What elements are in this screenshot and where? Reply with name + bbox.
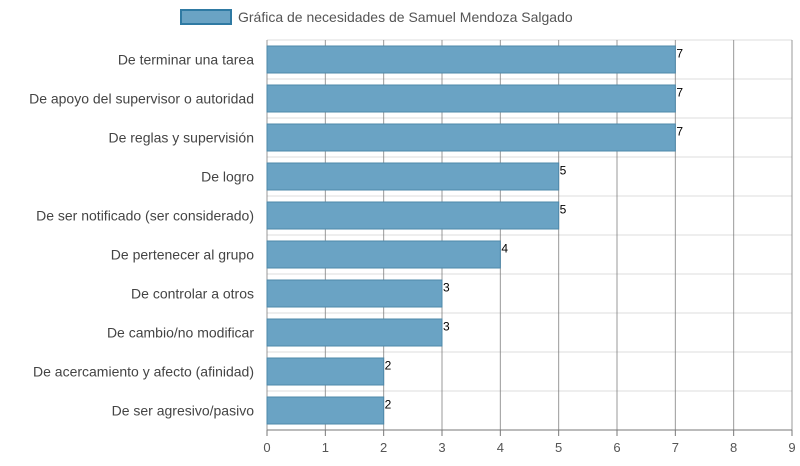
bar: [266, 201, 560, 230]
data-label: 3: [443, 281, 450, 295]
bar: [266, 318, 443, 347]
category-label: De controlar a otros: [131, 286, 254, 302]
legend-swatch: [180, 9, 232, 25]
bar: [266, 240, 501, 269]
x-tick-label: 7: [672, 440, 679, 455]
category-label: De cambio/no modificar: [107, 325, 254, 341]
category-label: De ser notificado (ser considerado): [36, 208, 254, 224]
data-label: 4: [501, 242, 508, 256]
category-label: De ser agresivo/pasivo: [112, 403, 255, 419]
data-label: 5: [560, 203, 567, 217]
category-label: De terminar una tarea: [118, 52, 254, 68]
x-tick-label: 6: [613, 440, 620, 455]
bar: [266, 357, 385, 386]
bar: [266, 279, 443, 308]
category-label: De acercamiento y afecto (afinidad): [33, 364, 254, 380]
x-tick-label: 5: [555, 440, 562, 455]
category-label: De logro: [201, 169, 254, 185]
x-tick-label: 3: [438, 440, 445, 455]
category-label: De reglas y supervisión: [108, 130, 254, 146]
bar: [266, 123, 676, 152]
x-tick-label: 1: [322, 440, 329, 455]
data-label: 5: [560, 164, 567, 178]
bar: [266, 45, 676, 74]
data-label: 2: [385, 398, 392, 412]
chart-legend: Gráfica de necesidades de Samuel Mendoza…: [180, 9, 573, 25]
data-label: 7: [676, 125, 683, 139]
x-tick-label: 2: [380, 440, 387, 455]
category-label: De pertenecer al grupo: [111, 247, 254, 263]
x-tick-label: 9: [788, 440, 795, 455]
x-tick-label: 0: [263, 440, 270, 455]
data-label: 7: [676, 47, 683, 61]
x-tick-label: 4: [497, 440, 504, 455]
category-label: De apoyo del supervisor o autoridad: [29, 91, 254, 107]
data-label: 3: [443, 320, 450, 334]
bar: [266, 396, 385, 425]
legend-label: Gráfica de necesidades de Samuel Mendoza…: [238, 9, 573, 25]
bar: [266, 162, 560, 191]
x-tick-label: 8: [730, 440, 737, 455]
data-label: 7: [676, 86, 683, 100]
bar: [266, 84, 676, 113]
data-label: 2: [385, 359, 392, 373]
